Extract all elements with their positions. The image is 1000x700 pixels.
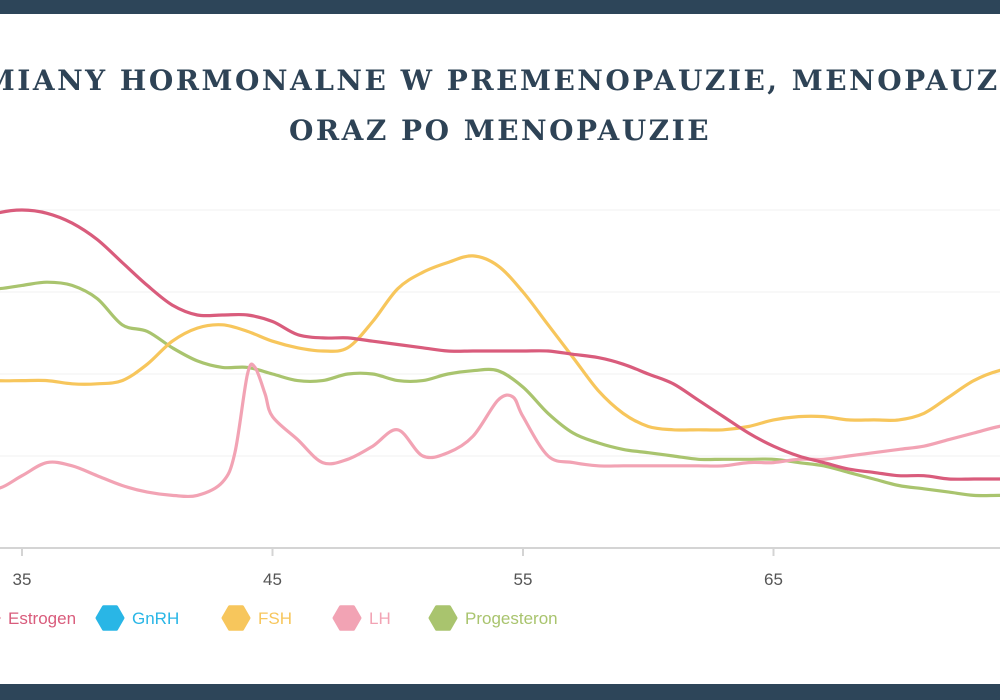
legend-label-gnrh: GnRH — [132, 609, 179, 628]
legend-item-estrogen[interactable]: Estrogen — [0, 607, 76, 630]
legend-label-lh: LH — [369, 609, 391, 628]
chart-title-line-1: ZMIANY HORMONALNE W PREMENOPAUZIE, MENOP… — [0, 64, 1000, 97]
legend-item-progesteron[interactable]: Progesteron — [428, 605, 558, 631]
series-line-estrogen — [0, 208, 1000, 481]
legend-item-fsh[interactable]: FSH — [221, 605, 292, 631]
frame-top-bar — [0, 0, 1000, 14]
x-tick-label: 65 — [764, 570, 783, 589]
legend-marker-fsh — [221, 605, 251, 631]
legend-item-lh[interactable]: LH — [332, 605, 391, 631]
series-lines — [0, 208, 1000, 499]
legend-label-estrogen: Estrogen — [8, 609, 76, 628]
x-tick-label: 35 — [13, 570, 32, 589]
chart-title: ZMIANY HORMONALNE W PREMENOPAUZIE, MENOP… — [0, 56, 1000, 156]
frame-bottom-bar — [0, 684, 1000, 700]
legend-item-gnrh[interactable]: GnRH — [95, 605, 179, 631]
x-axis-ticks: 35 45 55 65 — [13, 548, 783, 589]
series-line-progesteron — [0, 280, 1000, 498]
series-line-fsh — [0, 254, 1000, 432]
legend-marker-lh — [332, 605, 362, 631]
legend: Estrogen GnRH FSH LH Progesteron — [0, 605, 558, 631]
series-line-lh — [0, 362, 1000, 499]
x-tick-label: 45 — [263, 570, 282, 589]
chart-title-line-2: ORAZ PO MENOPAUZIE — [288, 114, 712, 147]
legend-marker-progesteron — [428, 605, 458, 631]
legend-label-fsh: FSH — [258, 609, 292, 628]
legend-label-progesteron: Progesteron — [465, 609, 558, 628]
legend-marker-gnrh — [95, 605, 125, 631]
x-tick-label: 55 — [514, 570, 533, 589]
gridlines — [0, 209, 1000, 457]
